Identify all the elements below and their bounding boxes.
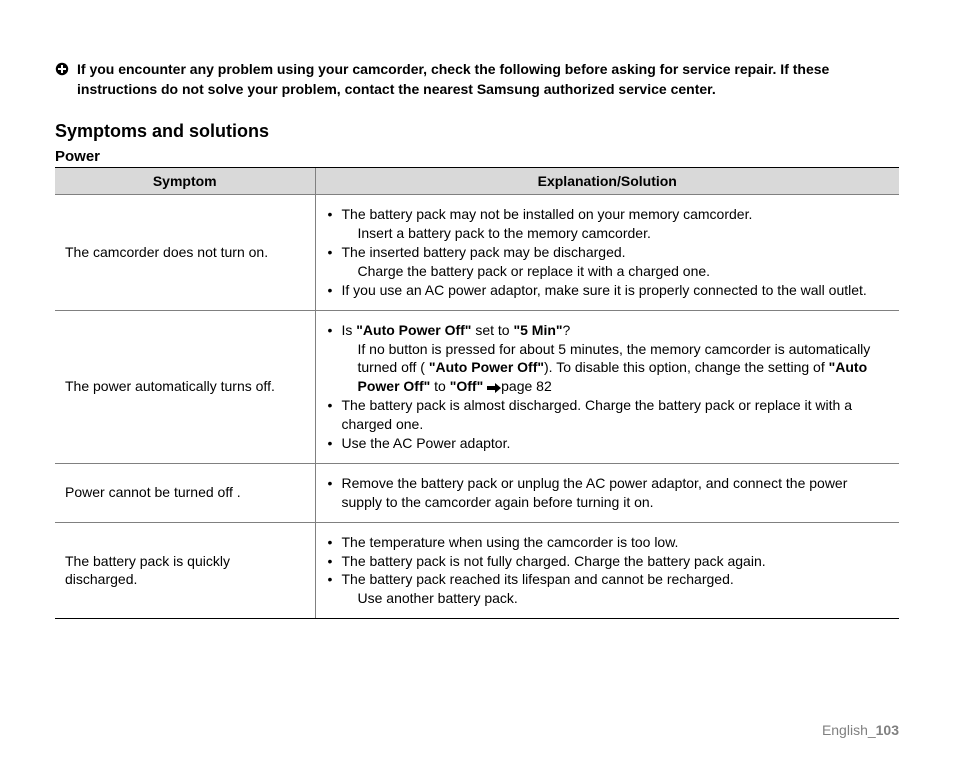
troubleshooting-table: Symptom Explanation/Solution The camcord… xyxy=(55,167,899,619)
table-subheading: Power xyxy=(55,148,899,165)
page-footer: English_103 xyxy=(822,722,899,738)
table-row: The power automatically turns off.Is "Au… xyxy=(55,310,899,463)
table-row: Power cannot be turned off . Remove the b… xyxy=(55,463,899,522)
intro-block: If you encounter any problem using your … xyxy=(55,60,899,99)
col-solution: Explanation/Solution xyxy=(315,168,899,195)
list-item: The inserted battery pack may be dischar… xyxy=(326,243,890,281)
list-item: The battery pack may not be installed on… xyxy=(326,205,890,243)
solution-cell: Remove the battery pack or unplug the AC… xyxy=(315,463,899,522)
list-item: The battery pack is almost discharged. C… xyxy=(326,396,890,434)
symptom-cell: Power cannot be turned off . xyxy=(55,463,315,522)
circle-plus-icon xyxy=(55,62,69,76)
solution-cell: Is "Auto Power Off" set to "5 Min"?If no… xyxy=(315,310,899,463)
solution-cell: The battery pack may not be installed on… xyxy=(315,195,899,310)
list-item: The battery pack reached its lifespan an… xyxy=(326,570,890,608)
symptom-cell: The battery pack is quickly discharged. xyxy=(55,522,315,619)
list-item: Is "Auto Power Off" set to "5 Min"?If no… xyxy=(326,321,890,397)
table-row: The camcorder does not turn on. The batte… xyxy=(55,195,899,310)
symptom-cell: The power automatically turns off. xyxy=(55,310,315,463)
list-item: If you use an AC power adaptor, make sur… xyxy=(326,281,890,300)
list-item: The temperature when using the camcorder… xyxy=(326,533,890,552)
intro-text: If you encounter any problem using your … xyxy=(77,60,899,99)
section-heading: Symptoms and solutions xyxy=(55,121,899,142)
solution-cell: The temperature when using the camcorder… xyxy=(315,522,899,619)
footer-page-number: 103 xyxy=(876,722,899,738)
arrow-icon xyxy=(487,383,501,393)
footer-prefix: English_ xyxy=(822,722,876,738)
table-header-row: Symptom Explanation/Solution xyxy=(55,168,899,195)
col-symptom: Symptom xyxy=(55,168,315,195)
list-item: Remove the battery pack or unplug the AC… xyxy=(326,474,890,512)
table-row: The battery pack is quickly discharged. T… xyxy=(55,522,899,619)
symptom-cell: The camcorder does not turn on. xyxy=(55,195,315,310)
list-item: The battery pack is not fully charged. C… xyxy=(326,552,890,571)
list-item: Use the AC Power adaptor. xyxy=(326,434,890,453)
